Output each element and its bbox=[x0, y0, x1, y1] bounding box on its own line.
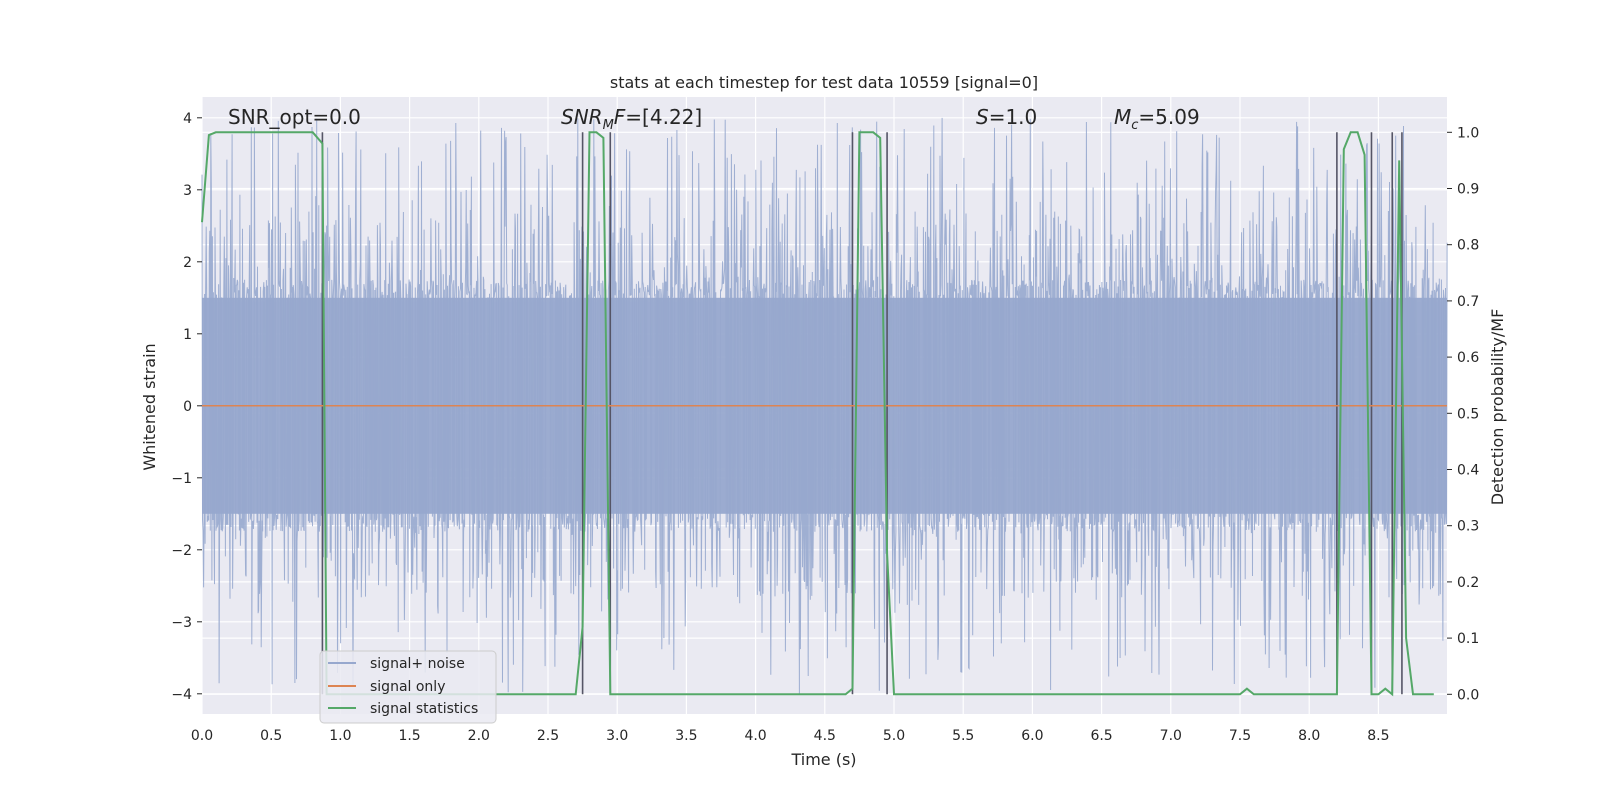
x-tick-label: 3.5 bbox=[675, 728, 697, 744]
legend-label-statistics: signal statistics bbox=[370, 701, 478, 717]
y-tick-label-right: 0.2 bbox=[1457, 575, 1479, 591]
legend-box bbox=[319, 650, 497, 724]
y-tick-label-left: −2 bbox=[171, 543, 192, 559]
x-tick-label: 1.0 bbox=[329, 728, 351, 744]
y-ticks-left: 4 3 2 1 0 −1 −2 −3 −4 bbox=[171, 111, 202, 703]
y-tick-label-right: 0.1 bbox=[1457, 631, 1479, 647]
y-tick-label-right: 0.3 bbox=[1457, 519, 1479, 535]
chart-title: stats at each timestep for test data 105… bbox=[610, 73, 1038, 92]
y-tick-label-left: 2 bbox=[183, 255, 192, 271]
x-ticks: 0.0 0.5 1.0 1.5 2.0 2.5 3.0 3.5 4.0 4.5 5.0 5.5 6.0 6… bbox=[191, 728, 1390, 744]
annotation-snr-mf: SNRMF=[4.22] bbox=[561, 105, 702, 133]
x-tick-label: 0.0 bbox=[191, 728, 213, 744]
y-tick-label-left: 1 bbox=[183, 327, 192, 343]
y-tick-label-right: 0.9 bbox=[1457, 182, 1479, 198]
x-tick-label: 6.0 bbox=[1021, 728, 1043, 744]
x-tick-label: 0.5 bbox=[260, 728, 282, 744]
legend: signal+ noise signal only signal statist… bbox=[319, 650, 497, 724]
y-axis-label-left: Whitened strain bbox=[140, 343, 159, 470]
y-tick-label-right: 0.5 bbox=[1457, 406, 1479, 422]
y-tick-label-right: 0.7 bbox=[1457, 294, 1479, 310]
x-tick-label: 8.5 bbox=[1367, 728, 1389, 744]
y-tick-label-left: 3 bbox=[183, 183, 192, 199]
x-tick-label: 3.0 bbox=[606, 728, 628, 744]
x-tick-label: 7.0 bbox=[1160, 728, 1182, 744]
x-tick-label: 5.0 bbox=[883, 728, 905, 744]
annotation-s: S=1.0 bbox=[976, 105, 1037, 129]
signal-statistics-series bbox=[201, 131, 1434, 697]
legend-label-noise: signal+ noise bbox=[370, 656, 465, 672]
x-tick-label: 8.0 bbox=[1298, 728, 1320, 744]
y-tick-label-right: 0.6 bbox=[1457, 350, 1479, 366]
annotation-mc: Mc=5.09 bbox=[1114, 105, 1200, 133]
x-tick-label: 6.5 bbox=[1090, 728, 1112, 744]
y-tick-label-left: −4 bbox=[171, 687, 192, 703]
y-tick-label-left: −1 bbox=[171, 471, 192, 487]
x-tick-label: 7.5 bbox=[1229, 728, 1251, 744]
y-tick-label-left: 4 bbox=[183, 111, 192, 127]
x-tick-label: 4.0 bbox=[744, 728, 766, 744]
y-tick-label-right: 1.0 bbox=[1457, 125, 1479, 141]
x-tick-label: 2.5 bbox=[537, 728, 559, 744]
y-tick-label-left: −3 bbox=[171, 615, 192, 631]
x-tick-label: 4.5 bbox=[814, 728, 836, 744]
x-axis-label: Time (s) bbox=[790, 750, 856, 769]
signal-statistics-line bbox=[201, 131, 1434, 697]
annotation-snr-opt: SNR_opt=0.0 bbox=[228, 105, 361, 129]
y-ticks-right: 1.0 0.9 0.8 0.7 0.6 0.5 0.4 0.3 0.2 0.1 0.0 bbox=[1447, 125, 1479, 703]
y-axis-label-right: Detection probability/MF bbox=[1488, 309, 1507, 506]
legend-label-signal-only: signal only bbox=[370, 679, 445, 695]
x-tick-label: 2.0 bbox=[468, 728, 490, 744]
y-tick-label-left: 0 bbox=[183, 399, 192, 415]
y-tick-label-right: 0.4 bbox=[1457, 463, 1479, 479]
y-tick-label-right: 0.0 bbox=[1457, 687, 1479, 703]
y-tick-label-right: 0.8 bbox=[1457, 238, 1479, 254]
x-tick-label: 1.5 bbox=[398, 728, 420, 744]
x-tick-label: 5.5 bbox=[952, 728, 974, 744]
